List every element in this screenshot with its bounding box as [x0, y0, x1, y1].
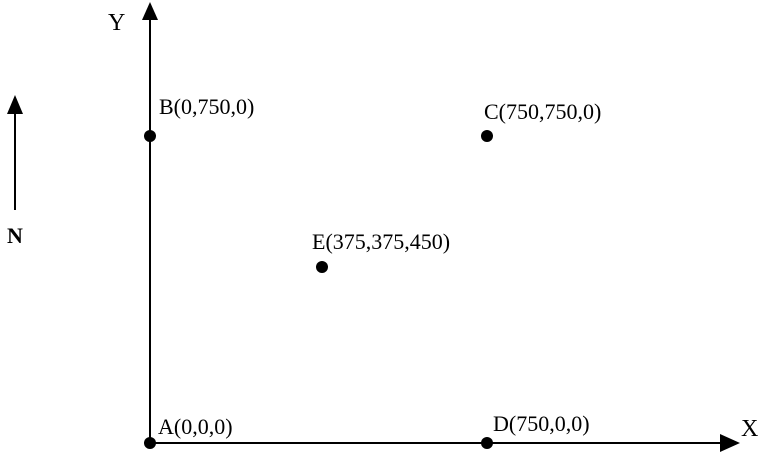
point-c: C(750,750,0) — [481, 99, 601, 142]
point-e: E(375,375,450) — [312, 229, 450, 273]
point-c-dot — [481, 130, 493, 142]
point-a-dot — [144, 437, 156, 449]
point-a-label: A(0,0,0) — [158, 414, 233, 439]
north-arrow-icon — [7, 95, 23, 114]
point-c-label: C(750,750,0) — [484, 99, 601, 124]
point-d-label: D(750,0,0) — [493, 411, 590, 436]
point-d: D(750,0,0) — [481, 411, 590, 449]
x-axis: X — [150, 416, 758, 452]
y-axis-label: Y — [108, 10, 125, 36]
point-e-label: E(375,375,450) — [312, 229, 450, 254]
north-indicator: N — [7, 95, 23, 248]
y-axis-arrow-icon — [142, 2, 158, 20]
point-a: A(0,0,0) — [144, 414, 233, 449]
x-axis-label: X — [741, 416, 758, 442]
point-b: B(0,750,0) — [144, 94, 254, 142]
x-axis-arrow-icon — [720, 434, 740, 452]
point-d-dot — [481, 437, 493, 449]
point-b-label: B(0,750,0) — [159, 94, 254, 119]
north-label: N — [7, 223, 23, 248]
point-e-dot — [316, 261, 328, 273]
point-b-dot — [144, 130, 156, 142]
y-axis: Y — [108, 2, 158, 443]
